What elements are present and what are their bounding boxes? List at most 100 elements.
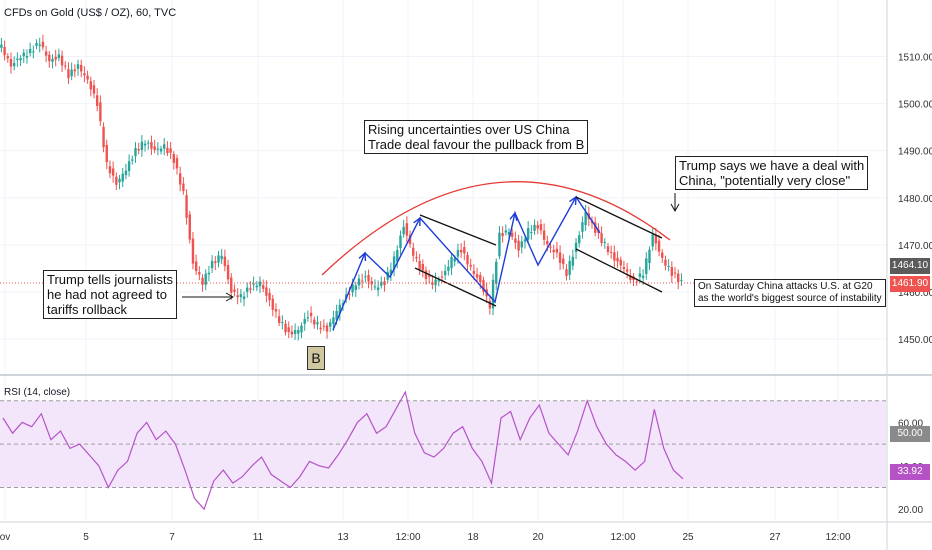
candle-body — [284, 323, 287, 333]
candle-body — [530, 231, 533, 233]
candle-body — [619, 259, 622, 266]
candle-body — [99, 102, 102, 122]
candle-body — [600, 233, 603, 243]
blue-arrowhead — [358, 251, 367, 262]
candle-body — [9, 59, 13, 67]
candle-body — [175, 158, 179, 169]
candle-body — [440, 276, 444, 278]
candle-body — [370, 281, 373, 285]
rsi-level-tag: 50.00 — [890, 426, 930, 442]
candle-body — [504, 230, 508, 233]
blue-arrowhead — [509, 211, 518, 221]
candle-body — [303, 318, 306, 324]
candle-body — [57, 54, 61, 59]
candle-body — [242, 296, 246, 300]
candle-body — [418, 260, 421, 270]
candle-body — [163, 144, 166, 149]
candle-body — [143, 143, 147, 146]
candle-body — [188, 214, 191, 240]
candle-body — [335, 311, 338, 320]
candle-body — [357, 278, 361, 286]
x-tick-label: 5 — [83, 532, 89, 543]
annotation-arrowhead — [225, 292, 235, 302]
candle-body — [297, 329, 300, 334]
candle-body — [319, 327, 322, 330]
candle-body — [0, 44, 3, 48]
candle-body — [469, 264, 472, 267]
current-price-tag: 1461.90 — [890, 276, 930, 292]
annotation-deal[interactable]: Trump says we have a deal with China, "p… — [675, 156, 869, 190]
candle-body — [19, 58, 22, 61]
candle-body — [594, 222, 597, 233]
candle-body — [376, 287, 380, 291]
candle-body — [28, 48, 32, 53]
candle-body — [210, 260, 214, 269]
candle-body — [389, 269, 393, 275]
candle-body — [322, 325, 326, 327]
candle-body — [233, 289, 236, 292]
candle-body — [86, 75, 89, 80]
candle-body — [131, 159, 134, 161]
channel-line — [419, 214, 497, 246]
candle-body — [447, 266, 450, 271]
candle-body — [153, 146, 156, 151]
candle-body — [35, 42, 38, 46]
candle-body — [546, 241, 549, 245]
candle-body — [578, 235, 581, 244]
candle-body — [6, 56, 9, 59]
candle-body — [191, 238, 195, 264]
candle-body — [495, 261, 498, 284]
point-b-badge[interactable]: B — [307, 346, 325, 370]
candle-body — [680, 280, 683, 282]
candle-body — [664, 259, 667, 266]
candle-body — [565, 269, 568, 276]
candle-body — [102, 126, 105, 148]
candle-body — [16, 58, 19, 60]
candle-body — [252, 283, 255, 285]
candle-body — [306, 317, 310, 319]
candle-body — [38, 44, 41, 46]
candle-body — [645, 258, 648, 274]
channel-line — [575, 248, 663, 293]
candle-body — [542, 230, 546, 240]
candle-body — [396, 249, 399, 262]
candle-body — [249, 288, 252, 290]
annotation-china-attacks[interactable]: On Saturday China attacks U.S. at G20 as… — [694, 279, 886, 307]
annotation-trump-journalists[interactable]: Trump tells journalists he had not agree… — [43, 270, 177, 319]
candle-body — [479, 275, 482, 283]
annotation-uncertainties[interactable]: Rising uncertainties over US China Trade… — [364, 120, 589, 154]
candle-body — [134, 147, 137, 157]
candle-body — [511, 232, 514, 237]
candle-body — [603, 242, 606, 244]
candle-body — [472, 270, 476, 275]
candle-body — [281, 322, 284, 324]
candle-body — [127, 161, 131, 172]
candle-body — [217, 255, 220, 263]
candle-body — [182, 183, 185, 192]
candle-body — [178, 173, 182, 185]
candle-body — [67, 69, 70, 79]
candle-body — [150, 141, 153, 149]
candle-body — [360, 280, 364, 282]
candle-body — [584, 211, 587, 226]
candle-body — [246, 287, 249, 292]
candle-body — [329, 322, 332, 327]
candle-body — [80, 64, 83, 72]
candle-body — [651, 234, 654, 247]
candle-body — [638, 273, 642, 277]
candle-body — [399, 235, 402, 249]
x-tick-label: 12:00 — [395, 532, 420, 543]
candle-body — [230, 277, 233, 293]
y-tick-label: 1450.00 — [898, 335, 932, 346]
candle-body — [354, 285, 357, 290]
candle-body — [194, 261, 198, 272]
candle-body — [41, 41, 45, 48]
candle-body — [89, 81, 92, 90]
candle-body — [677, 273, 680, 283]
y-tick-label: 1490.00 — [898, 147, 932, 158]
candle-body — [220, 255, 223, 260]
candle-body — [520, 241, 523, 248]
candle-body — [549, 246, 552, 248]
candle-body — [364, 276, 367, 278]
candle-body — [434, 279, 437, 286]
